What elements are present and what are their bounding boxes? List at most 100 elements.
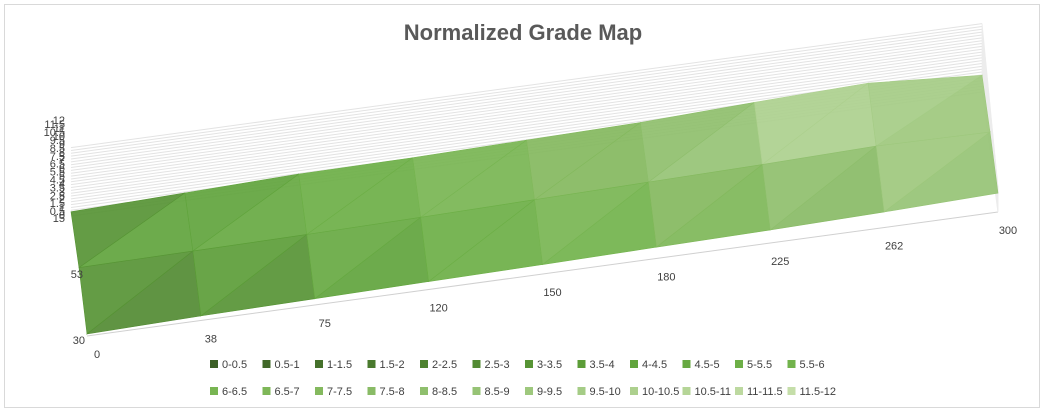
legend-label: 8.5-9 — [485, 386, 510, 398]
legend-swatch — [630, 360, 638, 368]
surface-facet — [412, 139, 527, 218]
legend-item: 8.5-9 — [472, 386, 510, 398]
legend-label: 5-5.5 — [747, 359, 772, 371]
legend-label: 2-2.5 — [432, 359, 457, 371]
legend-swatch — [472, 360, 481, 368]
z-tick-label: 1 — [59, 202, 65, 214]
legend-swatch — [787, 360, 796, 368]
x-tick-label: 0 — [94, 349, 100, 361]
legend-swatch — [577, 387, 586, 395]
legend-item: 4-4.5 — [630, 359, 667, 371]
z-gridline — [70, 28, 983, 154]
depth-tick-label: 30 — [73, 335, 85, 347]
z-gridline — [70, 31, 983, 157]
legend-swatch — [525, 387, 533, 395]
z-gridline — [70, 23, 983, 149]
legend-label: 6.5-7 — [275, 386, 300, 398]
z-gridline — [70, 48, 983, 174]
z-gridline — [70, 34, 983, 160]
legend-label: 11.5-12 — [800, 386, 837, 398]
legend-label: 0-0.5 — [222, 359, 247, 371]
legend-label: 1-1.5 — [327, 359, 352, 371]
legend-swatch — [630, 387, 638, 395]
legend-item: 9-9.5 — [525, 386, 562, 398]
surface-chart: Normalized Grade Map 0387512015018022526… — [44, 20, 1018, 398]
surface-facet — [184, 173, 299, 252]
legend-item: 7-7.5 — [315, 386, 352, 398]
legend-item: 2.5-3 — [472, 359, 510, 371]
surface-facet — [534, 181, 650, 266]
legend-label: 10.5-11 — [695, 386, 732, 398]
legend-swatch — [577, 360, 586, 368]
z-tick-label: 12 — [53, 115, 65, 127]
chart-title: Normalized Grade Map — [404, 20, 642, 45]
legend-swatch — [420, 360, 428, 368]
z-tick-label: 7.5 — [50, 151, 65, 163]
z-tick-label: 4 — [59, 178, 65, 190]
legend-label: 9-9.5 — [537, 386, 562, 398]
surface-facet — [867, 74, 984, 147]
legend-label: 2.5-3 — [485, 359, 510, 371]
floor-line-0 — [86, 211, 999, 337]
surface-facet — [753, 82, 869, 166]
x-tick-label: 180 — [657, 272, 675, 284]
legend-label: 10-10.5 — [642, 386, 679, 398]
z-gridline — [70, 60, 983, 186]
z-tick-label: 4.5 — [50, 174, 65, 186]
z-gridline — [70, 40, 983, 166]
x-tick-label: 262 — [885, 241, 903, 253]
legend: 0-0.5 0.5-1 1-1.5 1.5-2 2-2.5 2.5-3 3-3.5 3.5-4… — [210, 359, 836, 398]
z-gridline — [70, 65, 983, 191]
x-tick-label: 120 — [429, 303, 447, 315]
x-tick-label: 225 — [771, 256, 789, 268]
z-gridline — [70, 63, 983, 188]
surface-facet — [78, 250, 194, 335]
legend-swatch — [525, 360, 533, 368]
legend-swatch — [472, 387, 481, 395]
z-tick-label: 11 — [54, 123, 65, 135]
legend-swatch — [787, 387, 796, 395]
legend-swatch — [210, 360, 218, 368]
legend-item: 4.5-5 — [682, 359, 720, 371]
legend-item: 3-3.5 — [525, 359, 562, 371]
surface-facet — [70, 192, 186, 269]
legend-swatch — [735, 387, 743, 395]
legend-swatch — [262, 360, 271, 368]
legend-item: 3.5-4 — [577, 359, 615, 371]
legend-swatch — [735, 360, 743, 368]
legend-label: 4.5-5 — [695, 359, 720, 371]
legend-item: 9.5-10 — [577, 386, 621, 398]
x-tick-label: 75 — [319, 318, 331, 330]
legend-item: 8-8.5 — [420, 386, 457, 398]
legend-label: 8-8.5 — [432, 386, 457, 398]
legend-item: 6.5-7 — [262, 386, 300, 398]
legend-item: 1.5-2 — [367, 359, 405, 371]
legend-label: 7.5-8 — [380, 386, 405, 398]
legend-swatch — [262, 387, 271, 395]
legend-label: 1.5-2 — [380, 359, 405, 371]
legend-label: 3-3.5 — [537, 359, 562, 371]
legend-swatch — [315, 387, 323, 395]
axis-ticks: 0387512015018022526230030531500.511.522.… — [44, 115, 1018, 361]
legend-label: 0.5-1 — [275, 359, 300, 371]
z-tick-label: 3.5 — [50, 182, 65, 194]
x-tick-label: 150 — [543, 287, 561, 299]
z-gridline — [70, 51, 983, 177]
z-tick-label: 7 — [59, 155, 65, 167]
z-tick-label: 3 — [59, 186, 65, 198]
legend-item: 11.5-12 — [787, 386, 837, 398]
legend-item: 5.5-6 — [787, 359, 825, 371]
legend-item: 7.5-8 — [367, 386, 405, 398]
surface-plot — [70, 74, 999, 335]
surface-facet — [420, 199, 535, 283]
legend-item: 5-5.5 — [735, 359, 772, 371]
z-tick-label: 9 — [59, 139, 65, 151]
z-gridline — [70, 54, 983, 180]
z-gridline-side — [981, 23, 999, 189]
z-gridline — [70, 25, 983, 151]
z-tick-label: 0.5 — [50, 206, 65, 218]
z-tick-label: 0 — [59, 210, 65, 222]
x-tick-label: 300 — [999, 225, 1017, 237]
surface-facet — [761, 145, 878, 231]
z-tick-label: 10.5 — [44, 127, 65, 139]
